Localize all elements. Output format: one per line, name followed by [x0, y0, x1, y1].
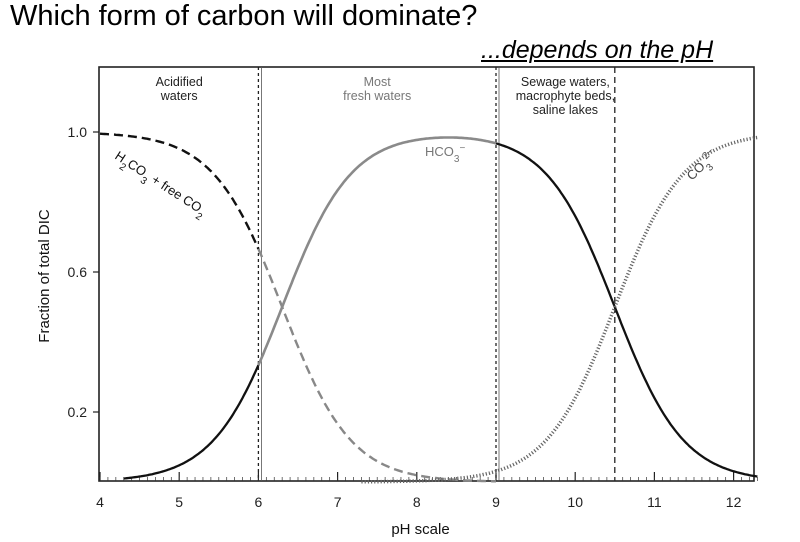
region-labels: Acidified waters Most fresh waters Sewage wa… — [156, 75, 616, 117]
x-tick-label: 6 — [255, 494, 263, 510]
y-axis-label: Fraction of total DIC — [36, 209, 53, 343]
x-tick-label: 11 — [647, 494, 662, 510]
region-label: Sewage waters, macrophyte beds, saline lak… — [516, 75, 615, 117]
y-tick-label: 0.2 — [68, 404, 88, 420]
curve-label-part: − — [459, 143, 465, 154]
curve-label-part: + free CO — [146, 170, 205, 215]
region-label-line: Sewage waters, — [521, 75, 610, 89]
curve-label-part: 2− — [700, 146, 716, 162]
co3-label: CO32− — [682, 146, 723, 187]
region-label-line: macrophyte beds, — [516, 89, 615, 103]
plot-frame — [98, 66, 755, 482]
curve-label-part: CO — [684, 159, 708, 183]
y-tick-label: 1.0 — [68, 124, 88, 140]
region-label-line: Most — [364, 75, 392, 89]
curves — [99, 132, 758, 484]
axis-ticks: 4 5 6 7 8 9 10 11 12 0.2 0.6 1.0 — [68, 124, 758, 510]
x-tick-label: 9 — [492, 494, 500, 510]
x-axis-label: pH scale — [391, 521, 449, 538]
slide-subtitle: ...depends on the pH — [481, 36, 714, 64]
x-tick-label: 7 — [334, 494, 342, 510]
region-label: Most fresh waters — [343, 75, 411, 103]
x-tick-label: 12 — [726, 494, 742, 510]
curve-label-part: 2 — [117, 161, 128, 173]
region-label-line: saline lakes — [533, 103, 598, 117]
h2co3-label: H2CO3 + free CO2 — [109, 148, 209, 223]
region-label: Acidified waters — [156, 75, 203, 103]
hco3-curve-rise — [123, 364, 260, 480]
region-label-line: fresh waters — [343, 89, 411, 103]
y-tick-label: 0.6 — [68, 264, 88, 280]
x-tick-label: 5 — [175, 494, 183, 510]
region-label-line: Acidified — [156, 75, 203, 89]
region-dividers — [257, 67, 616, 481]
hco3-curve — [257, 136, 497, 366]
hco3-curve-fall — [495, 142, 758, 478]
x-tick-label: 10 — [567, 494, 583, 510]
region-label-line: waters — [160, 89, 198, 103]
curve-label-part: HCO — [425, 144, 454, 159]
h2co3-curve — [99, 132, 260, 250]
x-tick-label: 4 — [96, 494, 104, 510]
curve-label-part: 3 — [454, 154, 460, 165]
h2co3-curve-continued — [257, 248, 496, 483]
curve-label-part: 3 — [138, 175, 149, 187]
slide-title: Which form of carbon will dominate? — [10, 0, 478, 32]
x-tick-label: 8 — [413, 494, 421, 510]
curve-label-part: 2 — [194, 211, 205, 223]
hco3-label: HCO3− — [425, 143, 465, 165]
